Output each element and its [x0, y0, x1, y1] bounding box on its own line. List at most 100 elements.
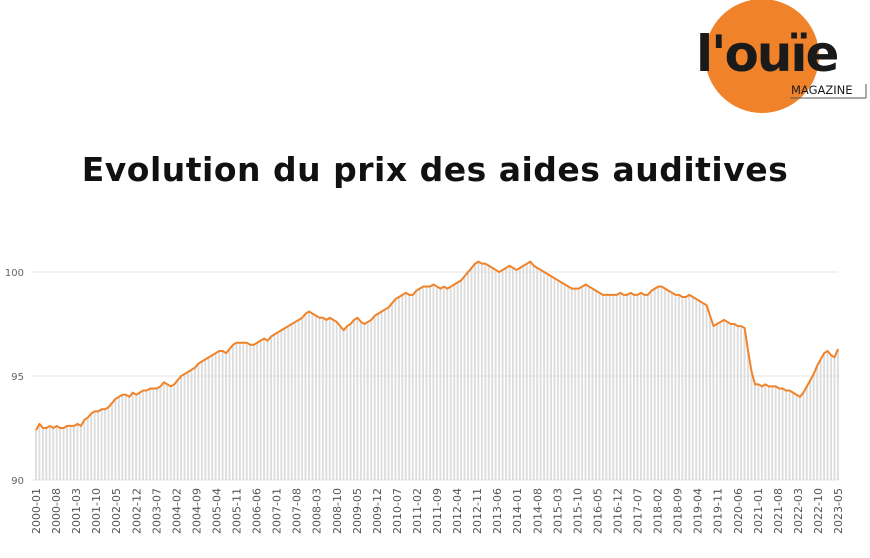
data-bar — [301, 317, 304, 480]
data-bar — [232, 344, 234, 480]
brand-logo: l'ouïe MAGAZINE — [696, 0, 867, 113]
data-bar — [722, 319, 725, 480]
data-bar — [643, 294, 646, 480]
x-tick-label: 2013-06 — [491, 488, 504, 534]
data-bar — [104, 409, 107, 480]
data-bar — [411, 294, 414, 480]
data-bar — [709, 315, 711, 480]
data-bar — [328, 317, 331, 480]
data-bar — [207, 357, 210, 480]
data-bar — [733, 324, 736, 480]
data-bar — [536, 267, 539, 480]
data-bar — [581, 286, 584, 480]
data-bar — [356, 317, 359, 480]
data-bar — [529, 261, 532, 480]
data-bar — [501, 269, 504, 480]
data-bar — [467, 272, 469, 480]
x-tick-label: 2017-07 — [632, 488, 645, 534]
data-bar — [117, 396, 120, 480]
data-bar — [415, 290, 418, 480]
data-bar — [633, 294, 635, 480]
data-bar — [584, 284, 587, 480]
data-bar — [539, 269, 542, 480]
y-axis-ticks: 90 95 100 — [5, 268, 24, 487]
data-bar — [404, 292, 407, 480]
data-bar — [311, 313, 314, 480]
data-bar — [650, 290, 653, 480]
data-bar — [245, 342, 248, 480]
data-bar — [460, 280, 463, 480]
x-axis-ticks: 2000-01 2000-08 2001-03 2001-10 2002-05 2002-… — [30, 488, 845, 534]
data-bar — [570, 288, 573, 480]
data-bar — [377, 313, 380, 480]
x-tick-label: 2000-08 — [50, 488, 63, 534]
data-bar — [380, 311, 383, 480]
data-bar — [266, 340, 269, 480]
x-tick-label: 2019-11 — [712, 488, 725, 534]
data-bar — [69, 425, 72, 480]
data-bar — [792, 392, 794, 480]
data-bar — [34, 430, 37, 480]
data-bar — [442, 286, 445, 480]
data-bar — [280, 330, 283, 480]
data-bar — [543, 272, 546, 480]
data-bar — [373, 315, 376, 480]
data-bar — [200, 361, 203, 480]
data-bar — [183, 373, 186, 480]
x-tick-label: 2005-11 — [231, 488, 244, 534]
data-bar — [788, 390, 791, 480]
data-bar — [152, 388, 155, 480]
data-bar — [487, 265, 490, 480]
data-bar — [238, 342, 241, 480]
data-bar — [90, 413, 93, 480]
x-tick-label: 2004-09 — [190, 488, 203, 534]
logo-wordmark: l'ouïe — [696, 25, 838, 83]
data-bar — [342, 330, 345, 480]
data-bar — [795, 394, 798, 480]
data-bar — [484, 263, 487, 480]
data-bar — [55, 425, 58, 480]
data-bar — [425, 286, 428, 480]
data-bar — [235, 342, 238, 480]
data-bar — [456, 282, 459, 480]
data-bar — [97, 411, 100, 480]
data-bar — [546, 274, 549, 480]
data-bar — [515, 269, 518, 480]
data-bar — [121, 394, 124, 480]
x-tick-label: 2022-03 — [792, 488, 805, 534]
data-bar — [332, 319, 335, 480]
data-bar — [615, 294, 618, 480]
data-bar — [249, 344, 252, 480]
x-tick-label: 2014-08 — [531, 488, 544, 534]
data-bar — [767, 386, 770, 480]
x-tick-label: 2014-01 — [511, 488, 524, 534]
x-tick-label: 2011-02 — [411, 488, 424, 534]
data-bar — [785, 390, 788, 480]
data-bar — [394, 299, 397, 480]
data-bar — [702, 303, 705, 480]
data-bar — [498, 272, 501, 480]
x-tick-label: 2001-10 — [90, 488, 103, 534]
data-bar — [505, 267, 508, 480]
data-bar — [833, 357, 836, 480]
data-bar — [204, 359, 207, 480]
x-tick-label: 2007-08 — [291, 488, 304, 534]
data-bar — [671, 292, 673, 480]
x-tick-label: 2012-11 — [471, 488, 484, 534]
data-bar — [339, 326, 342, 480]
logo-orange-circle — [705, 0, 819, 113]
data-bar — [601, 294, 604, 480]
x-tick-label: 2022-10 — [812, 488, 825, 534]
x-tick-label: 2009-05 — [351, 488, 364, 534]
data-bar — [252, 344, 255, 480]
x-tick-label: 2011-09 — [431, 488, 444, 534]
data-bar — [494, 269, 497, 480]
x-tick-label: 2005-04 — [210, 488, 223, 534]
data-bar — [550, 276, 552, 480]
data-bar — [228, 348, 231, 480]
data-bar — [114, 398, 117, 480]
data-bar — [657, 286, 660, 480]
data-bar — [612, 294, 615, 480]
data-bar — [79, 425, 82, 480]
data-bar — [560, 282, 563, 480]
